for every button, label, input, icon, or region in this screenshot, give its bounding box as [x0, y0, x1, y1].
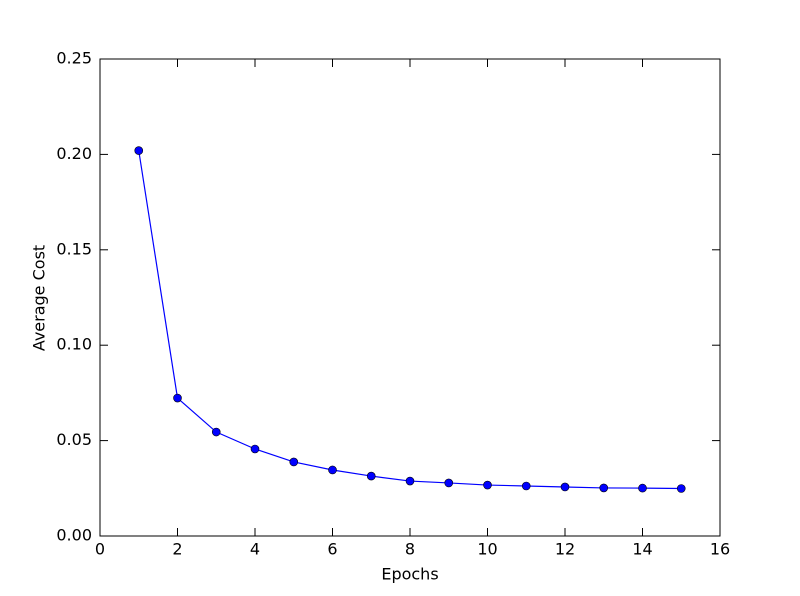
data-point: [405, 476, 415, 486]
plot-frame: [99, 58, 721, 537]
data-point: [250, 444, 260, 454]
data-point: [328, 465, 337, 475]
y-axis-label: Average Cost: [30, 245, 49, 351]
x-axis-label: Epochs: [381, 565, 438, 584]
x-tick-label: 0: [95, 540, 105, 559]
y-tick-label: 0.05: [56, 430, 92, 449]
y-tick-label: 0.10: [56, 335, 92, 354]
data-point: [638, 483, 647, 493]
x-tick-label: 14: [632, 540, 652, 559]
data-point: [366, 471, 376, 481]
data-point: [134, 146, 144, 155]
x-tick-label: 6: [327, 540, 337, 559]
data-point: [676, 484, 686, 493]
data-point: [173, 393, 182, 403]
data-point: [521, 481, 531, 491]
x-tick-label: 16: [710, 540, 730, 559]
x-tick-label: 10: [477, 540, 497, 559]
y-tick-label: 0.25: [56, 49, 92, 68]
data-point: [211, 427, 221, 437]
x-tick-label: 12: [555, 540, 575, 559]
data-point: [560, 482, 570, 492]
data-point: [483, 480, 492, 490]
data-point: [444, 478, 454, 488]
x-tick-label: 2: [172, 540, 182, 559]
x-tick-label: 8: [405, 540, 415, 559]
y-tick-label: 0.15: [56, 239, 92, 258]
y-tick-label: 0.00: [56, 526, 92, 545]
y-tick-label: 0.20: [56, 144, 92, 163]
data-point: [599, 483, 609, 493]
x-tick-label: 4: [250, 540, 260, 559]
data-point: [289, 457, 299, 467]
